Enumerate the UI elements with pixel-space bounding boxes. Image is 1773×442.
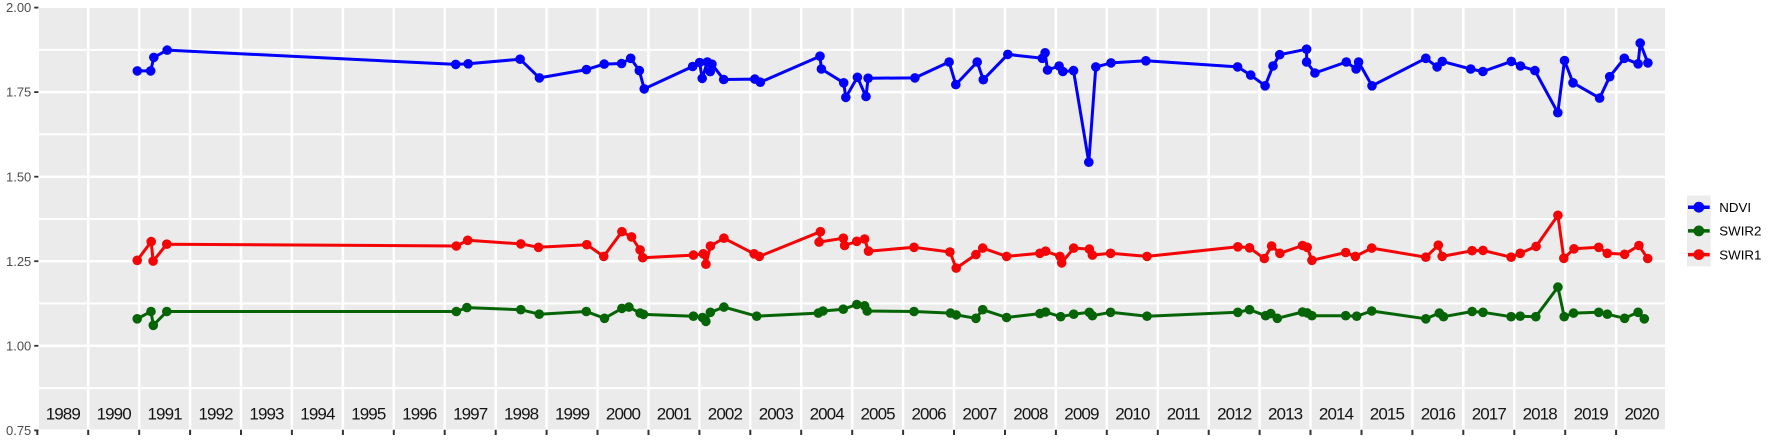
svg-text:2012: 2012	[1217, 404, 1252, 423]
svg-text:1993: 1993	[249, 404, 284, 423]
svg-text:2005: 2005	[860, 404, 895, 423]
svg-text:2000: 2000	[606, 404, 641, 423]
svg-text:2013: 2013	[1268, 404, 1303, 423]
svg-text:2007: 2007	[962, 404, 997, 423]
svg-text:1.25: 1.25	[6, 254, 31, 269]
svg-text:1989: 1989	[46, 404, 81, 423]
svg-text:2017: 2017	[1472, 404, 1507, 423]
svg-text:2014: 2014	[1319, 404, 1354, 423]
svg-text:NDVI: NDVI	[1719, 200, 1751, 215]
svg-text:0.75: 0.75	[6, 423, 31, 438]
svg-text:2003: 2003	[759, 404, 794, 423]
svg-text:2.00: 2.00	[6, 0, 31, 15]
svg-text:2006: 2006	[911, 404, 946, 423]
svg-text:2020: 2020	[1624, 404, 1659, 423]
svg-text:1997: 1997	[453, 404, 488, 423]
svg-text:2001: 2001	[657, 404, 692, 423]
svg-text:2015: 2015	[1370, 404, 1405, 423]
svg-text:1991: 1991	[147, 404, 182, 423]
svg-text:2004: 2004	[810, 404, 845, 423]
svg-text:1994: 1994	[300, 404, 335, 423]
svg-text:2010: 2010	[1115, 404, 1150, 423]
svg-text:2016: 2016	[1421, 404, 1456, 423]
svg-text:1992: 1992	[198, 404, 233, 423]
svg-text:SWIR1: SWIR1	[1719, 247, 1761, 262]
svg-text:1990: 1990	[97, 404, 132, 423]
svg-text:2009: 2009	[1064, 404, 1099, 423]
svg-text:1996: 1996	[402, 404, 437, 423]
svg-text:SWIR2: SWIR2	[1719, 224, 1761, 239]
svg-text:2002: 2002	[708, 404, 743, 423]
svg-text:2011: 2011	[1167, 404, 1200, 423]
svg-text:1.00: 1.00	[6, 338, 31, 353]
svg-text:2019: 2019	[1574, 404, 1609, 423]
svg-text:1.50: 1.50	[6, 169, 31, 184]
svg-text:1995: 1995	[351, 404, 386, 423]
svg-text:1.75: 1.75	[6, 85, 31, 100]
svg-text:1998: 1998	[504, 404, 539, 423]
svg-text:2008: 2008	[1013, 404, 1048, 423]
svg-text:1999: 1999	[555, 404, 590, 423]
svg-text:2018: 2018	[1523, 404, 1558, 423]
